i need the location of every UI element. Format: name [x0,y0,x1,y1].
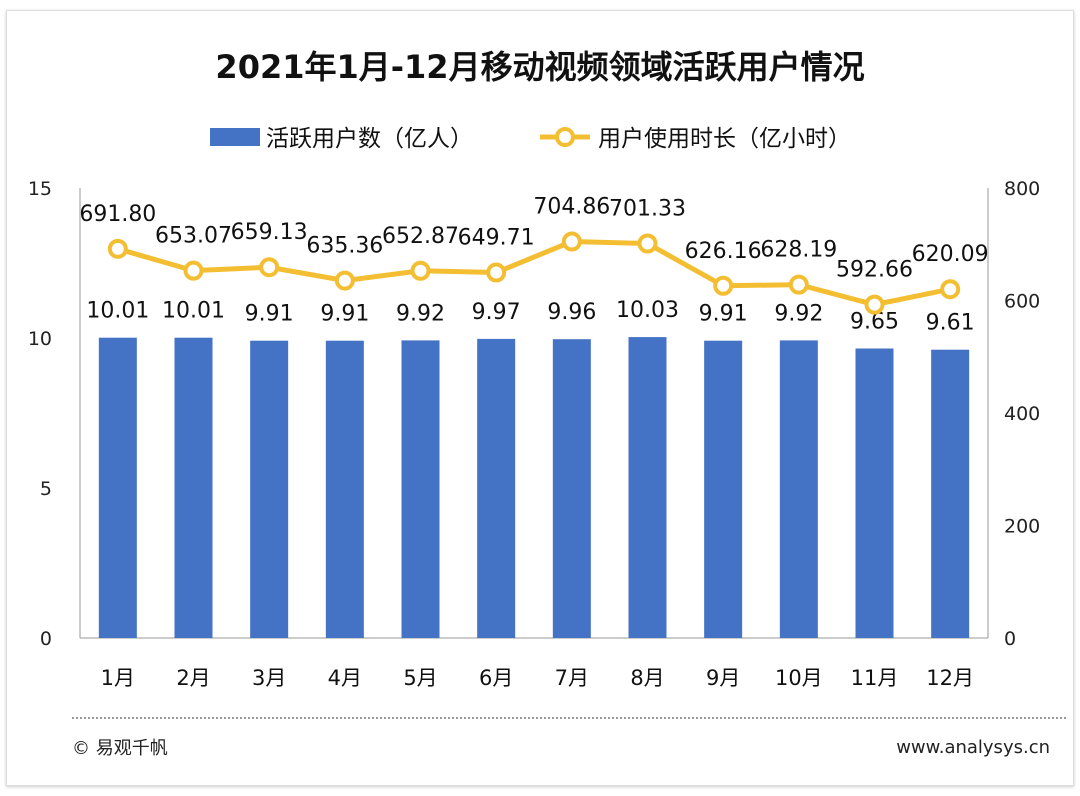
bar [250,340,289,638]
bar [174,337,213,638]
legend-line-label: 用户使用时长（亿小时） [598,126,851,152]
bar-data-label: 9.92 [774,301,823,326]
line-series [117,239,951,308]
line-point [107,238,128,259]
bar [931,349,970,638]
x-tick-label: 11月 [851,666,899,690]
bar-data-label: 9.91 [699,302,748,327]
x-tick-label: 4月 [328,666,362,690]
x-tick-label: 9月 [706,666,740,690]
y-left-tick-label: 5 [40,478,52,500]
bar-data-label: 10.03 [616,298,679,323]
line-data-label: 652.87 [382,224,459,249]
line-point [561,231,582,252]
bar [325,340,364,638]
x-tick-label: 2月 [176,666,210,690]
line-data-label: 701.33 [609,197,686,222]
line-point [183,260,204,281]
bar-data-label: 9.92 [396,301,445,326]
y-right-tick-label: 600 [1004,291,1040,313]
line-data-label: 704.86 [533,195,610,220]
line-data-label: 628.19 [760,238,837,263]
y-right-tick-label: 0 [1004,628,1016,650]
line-data-label: 691.80 [79,202,156,227]
y-right-tick-label: 200 [1004,516,1040,538]
x-tick-label: 12月 [926,666,974,690]
bar [98,337,137,638]
x-tick-label: 5月 [403,666,437,690]
line-point [410,260,431,281]
line-point [940,279,961,300]
line-point [637,233,658,254]
bar [855,348,894,638]
y-left-tick-label: 15 [28,178,52,200]
line-data-label: 635.36 [306,234,383,259]
copyright: © 易观千帆 [72,738,168,759]
bar-data-label: 9.91 [245,302,294,327]
legend-line-marker [555,127,575,147]
bar-data-label: 9.61 [926,311,975,336]
x-tick-label: 10月 [775,666,823,690]
line-point [486,262,507,283]
chart-title: 2021年1月-12月移动视频领域活跃用户情况 [215,48,864,86]
bar-data-label: 9.97 [472,300,521,325]
line-data-label: 659.13 [231,220,308,245]
bar [401,340,440,638]
line-point [713,275,734,296]
bar-data-label: 9.91 [320,302,369,327]
line-point [334,270,355,291]
line-point [259,257,280,278]
x-tick-label: 1月 [101,666,135,690]
line-point [864,294,885,315]
bar [779,340,818,638]
legend-bar-label: 活跃用户数（亿人） [266,126,473,152]
bar [477,338,516,638]
bar [704,340,743,638]
legend-bar-swatch [210,128,260,146]
bar-data-label: 9.96 [547,300,596,325]
line-data-label: 649.71 [458,226,535,251]
x-tick-label: 3月 [252,666,286,690]
line-point [788,274,809,295]
bar-data-label: 10.01 [162,299,225,324]
bar-data-label: 10.01 [86,299,149,324]
line-data-label: 620.09 [912,242,989,267]
y-left-tick-label: 10 [28,328,52,350]
line-data-label: 592.66 [836,258,913,283]
website-url: www.analysys.cn [896,737,1050,758]
x-tick-label: 7月 [555,666,589,690]
bar [552,339,591,638]
footer-divider [72,717,1066,719]
x-tick-label: 8月 [630,666,664,690]
x-tick-label: 6月 [479,666,513,690]
bar [628,337,667,638]
y-right-tick-label: 400 [1004,403,1040,425]
line-data-label: 626.16 [685,239,762,264]
line-data-label: 653.07 [155,224,232,249]
y-left-tick-label: 0 [40,628,52,650]
y-right-tick-label: 800 [1004,178,1040,200]
